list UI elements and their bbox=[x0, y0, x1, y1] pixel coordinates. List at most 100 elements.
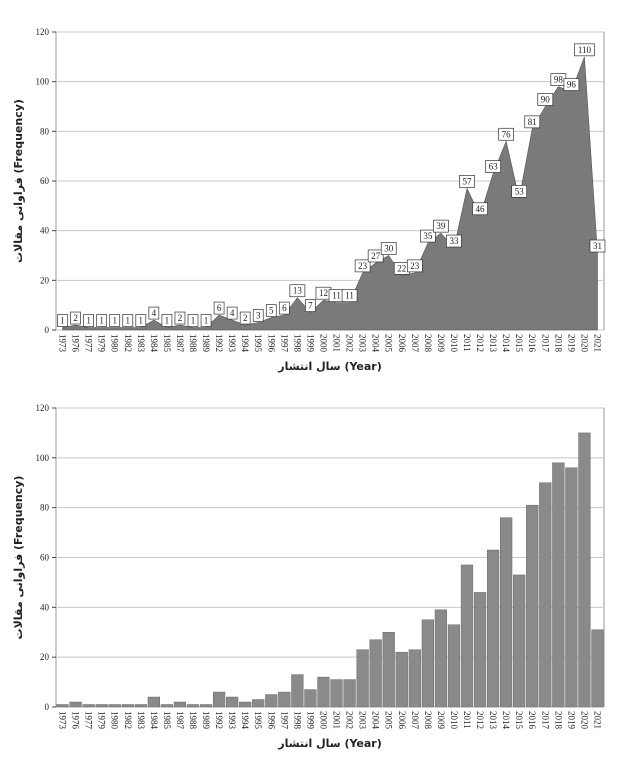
x-tick-label: 1980 bbox=[110, 711, 120, 730]
y-axis-label: فراوانی مقالات (Frequency) bbox=[12, 476, 25, 640]
x-tick-label: 2021 bbox=[592, 334, 602, 352]
x-tick-label: 2004 bbox=[371, 711, 381, 730]
bar bbox=[96, 705, 108, 707]
x-tick-label: 2019 bbox=[566, 711, 576, 730]
bar bbox=[435, 610, 447, 707]
data-label: 31 bbox=[593, 241, 602, 251]
x-tick-label: 1976 bbox=[71, 334, 81, 353]
bar bbox=[500, 518, 512, 707]
x-tick-label: 1977 bbox=[84, 334, 94, 353]
x-tick-label: 1983 bbox=[136, 711, 146, 730]
x-tick-label: 1982 bbox=[123, 711, 133, 729]
data-label: 81 bbox=[528, 117, 537, 127]
x-tick-label: 2011 bbox=[462, 334, 472, 352]
data-label: 1 bbox=[126, 316, 131, 326]
data-label: 1 bbox=[191, 316, 196, 326]
y-tick-label: 120 bbox=[36, 27, 50, 37]
data-label: 96 bbox=[567, 80, 577, 90]
data-label: 12 bbox=[319, 288, 328, 298]
x-tick-label: 2015 bbox=[514, 711, 524, 730]
bar bbox=[474, 592, 486, 707]
x-tick-label: 2017 bbox=[540, 711, 550, 730]
x-tick-label: 2016 bbox=[527, 334, 537, 353]
x-tick-label: 2003 bbox=[358, 711, 368, 730]
x-tick-label: 2012 bbox=[475, 711, 485, 729]
bar bbox=[265, 695, 277, 707]
data-label: 3 bbox=[256, 311, 261, 321]
data-label: 110 bbox=[578, 45, 592, 55]
x-tick-label: 2013 bbox=[488, 334, 498, 353]
bar bbox=[357, 650, 369, 707]
x-tick-label: 2010 bbox=[449, 334, 459, 353]
x-tick-label: 2020 bbox=[579, 711, 589, 730]
x-tick-label: 1996 bbox=[266, 334, 276, 353]
x-tick-label: 2017 bbox=[540, 334, 550, 353]
x-tick-label: 2019 bbox=[566, 334, 576, 353]
data-label: 2 bbox=[178, 313, 183, 323]
bar bbox=[292, 675, 304, 707]
x-tick-label: 1997 bbox=[279, 711, 289, 730]
y-tick-label: 40 bbox=[40, 226, 50, 236]
bar bbox=[396, 652, 408, 707]
data-label: 11 bbox=[332, 291, 341, 301]
x-tick-label: 2000 bbox=[318, 334, 328, 353]
x-tick-label: 1992 bbox=[214, 334, 224, 352]
x-tick-label: 2004 bbox=[371, 334, 381, 353]
x-tick-label: 1982 bbox=[123, 334, 133, 352]
data-label: 2 bbox=[243, 313, 248, 323]
data-label: 39 bbox=[436, 221, 446, 231]
x-tick-label: 1973 bbox=[58, 711, 68, 730]
bar bbox=[109, 705, 121, 707]
bar bbox=[70, 702, 82, 707]
y-tick-label: 80 bbox=[40, 126, 50, 136]
y-tick-label: 0 bbox=[45, 702, 50, 712]
x-tick-label: 1993 bbox=[227, 711, 237, 730]
bar bbox=[278, 692, 290, 707]
x-tick-label: 2012 bbox=[475, 334, 485, 352]
data-label: 6 bbox=[282, 303, 287, 313]
data-label: 1 bbox=[112, 316, 117, 326]
y-tick-label: 120 bbox=[36, 403, 50, 413]
x-tick-label: 1999 bbox=[305, 711, 315, 730]
x-tick-label: 2008 bbox=[423, 711, 433, 730]
x-tick-label: 1984 bbox=[149, 711, 159, 730]
data-label: 22 bbox=[397, 263, 406, 273]
x-tick-label: 2002 bbox=[345, 334, 355, 352]
y-tick-label: 0 bbox=[45, 325, 50, 335]
bar bbox=[239, 702, 251, 707]
data-label: 63 bbox=[489, 162, 499, 172]
bar bbox=[383, 632, 395, 707]
bar bbox=[83, 705, 95, 707]
bar bbox=[318, 677, 330, 707]
x-tick-label: 2003 bbox=[358, 334, 368, 353]
x-tick-label: 2015 bbox=[514, 334, 524, 353]
data-label: 13 bbox=[293, 286, 303, 296]
x-tick-label: 1984 bbox=[149, 334, 159, 353]
x-tick-label: 2018 bbox=[553, 334, 563, 353]
x-tick-label: 1987 bbox=[175, 334, 185, 353]
x-tick-label: 2002 bbox=[345, 711, 355, 729]
data-label: 76 bbox=[502, 129, 512, 139]
data-label: 57 bbox=[463, 176, 473, 186]
bar bbox=[148, 697, 160, 707]
x-tick-label: 2018 bbox=[553, 711, 563, 730]
y-tick-label: 20 bbox=[40, 652, 50, 662]
x-tick-label: 2020 bbox=[579, 334, 589, 353]
data-label: 4 bbox=[230, 308, 235, 318]
bar bbox=[539, 483, 551, 707]
x-tick-label: 1979 bbox=[97, 711, 107, 730]
x-tick-label: 2011 bbox=[462, 711, 472, 729]
y-tick-label: 100 bbox=[36, 77, 50, 87]
x-tick-label: 2010 bbox=[449, 711, 459, 730]
bar bbox=[122, 705, 134, 707]
bar bbox=[513, 575, 525, 707]
x-tick-label: 1973 bbox=[58, 334, 68, 353]
bar bbox=[566, 468, 578, 707]
data-label: 90 bbox=[541, 95, 551, 105]
x-tick-label: 1987 bbox=[175, 711, 185, 730]
bar bbox=[331, 680, 343, 707]
data-label: 7 bbox=[308, 301, 313, 311]
bar bbox=[252, 700, 264, 707]
x-tick-label: 1980 bbox=[110, 334, 120, 353]
x-tick-label: 1983 bbox=[136, 334, 146, 353]
